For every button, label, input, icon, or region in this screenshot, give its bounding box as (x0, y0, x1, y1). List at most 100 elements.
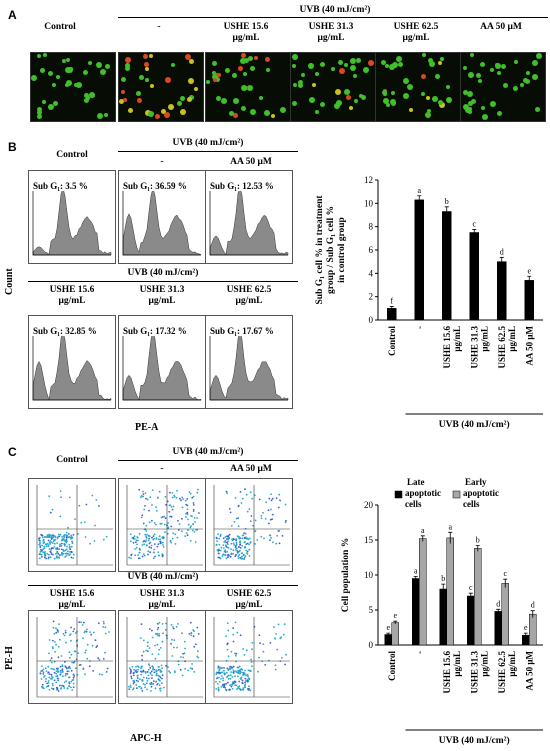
error-bar (530, 610, 535, 618)
histogram-axes (32, 181, 111, 256)
x-tick-label-line: μg/mL (507, 651, 517, 677)
cell-dot (315, 72, 319, 76)
cell-dot (155, 114, 160, 119)
x-tick-label: Control (387, 326, 397, 356)
cell-dot (292, 54, 298, 60)
bar (391, 622, 399, 646)
legend-label-line: apoptotic (405, 488, 441, 498)
significance-letter: d (531, 601, 535, 610)
cell-dot (390, 99, 396, 105)
cell-dot (520, 83, 524, 87)
cell-dot (212, 61, 217, 66)
cell-dot (43, 53, 47, 57)
x-group-label: UVB (40 mJ/cm²) (439, 735, 510, 746)
cell-dot (240, 58, 246, 64)
cell-dot (480, 62, 485, 67)
b-count-axis-label: Count (4, 268, 15, 295)
cell-dot (238, 66, 243, 71)
cell-dot (526, 71, 530, 75)
b-uvb-label-1: UVB (40 mJ/cm²) (172, 138, 244, 148)
bar (442, 211, 452, 321)
cell-dot (37, 107, 42, 112)
cell-dot (248, 56, 253, 61)
cell-dot (381, 60, 386, 65)
dotplot-frame (28, 610, 116, 704)
micrograph (205, 52, 291, 122)
cell-dot (292, 101, 297, 106)
cell-dot (344, 63, 348, 67)
cell-dot (97, 113, 103, 119)
cell-dot (216, 96, 221, 101)
cell-dot (421, 74, 426, 79)
cell-dot (320, 62, 325, 67)
cell-dot (353, 74, 357, 78)
cell-dot (292, 64, 296, 68)
bar (414, 199, 424, 321)
cell-dot (217, 73, 221, 77)
histogram-axes (122, 326, 201, 401)
x-tick-label: USHE 31.3μg/mL (469, 326, 489, 369)
cell-dot (463, 66, 467, 70)
cell-dot (426, 96, 430, 100)
dotplot-events (215, 488, 287, 560)
cell-dot (265, 57, 270, 62)
cell-dot (96, 62, 102, 68)
cell-dot (128, 108, 133, 113)
x-tick-label: - (414, 326, 424, 329)
bar (384, 634, 392, 646)
cell-dot (392, 62, 398, 68)
significance-letter: c (469, 583, 473, 592)
error-bar (417, 195, 422, 204)
x-tick-label-line: USHE 62.5 (497, 651, 507, 694)
b-aa-label: AA 50 μM (230, 157, 272, 167)
y-axis-label-line: Sub G₁ cell % in treatment (315, 195, 325, 305)
cell-dot (446, 85, 450, 89)
bar (446, 537, 454, 646)
x-group-label: UVB (40 mJ/cm²) (439, 419, 510, 430)
cell-dot (513, 86, 518, 91)
dotplot-events (38, 490, 108, 560)
bar (494, 611, 502, 646)
significance-letter: b (441, 574, 445, 583)
cell-dot (123, 98, 127, 102)
cell-dot (495, 63, 501, 69)
micrograph (460, 52, 546, 122)
dotplot-frame (205, 478, 293, 572)
b-pe-axis-label: PE-A (135, 422, 159, 433)
dotplot-events (128, 621, 200, 692)
cell-dot (334, 103, 340, 109)
cell-dot (168, 104, 174, 110)
cell-dot (225, 68, 230, 73)
cell-dot (346, 95, 351, 100)
cell-dot (89, 92, 95, 98)
dotplot-events (215, 621, 287, 692)
x-tick-label-line: USHE 15.6 (442, 326, 452, 369)
cell-dot (514, 60, 518, 64)
cell-dot (206, 80, 210, 84)
significance-letter: e (527, 266, 531, 275)
cell-dot (187, 97, 192, 102)
cell-dot (471, 99, 476, 104)
c-uvb-label-1: UVB (40 mJ/cm²) (172, 447, 244, 457)
bar (439, 588, 447, 646)
cell-dot (259, 96, 263, 100)
histogram-area (209, 330, 289, 401)
cell-dot (37, 110, 42, 115)
x-tick-label-line: μg/mL (479, 326, 489, 352)
dotplot-plot (36, 617, 113, 698)
cell-dot (425, 112, 431, 118)
cell-dot (439, 102, 445, 108)
cell-dot (309, 97, 315, 103)
cell-dot (145, 78, 149, 82)
x-tick-label: AA 50 μM (524, 651, 534, 691)
histogram-axes (122, 181, 201, 256)
significance-letter: a (417, 186, 421, 195)
error-bar (444, 206, 449, 217)
error-bar (503, 578, 508, 588)
cell-dot (440, 57, 444, 61)
cell-dot (468, 72, 474, 78)
x-tick-label-line: Control (387, 326, 397, 356)
cell-dot (241, 53, 246, 58)
cell-dot (349, 106, 353, 110)
